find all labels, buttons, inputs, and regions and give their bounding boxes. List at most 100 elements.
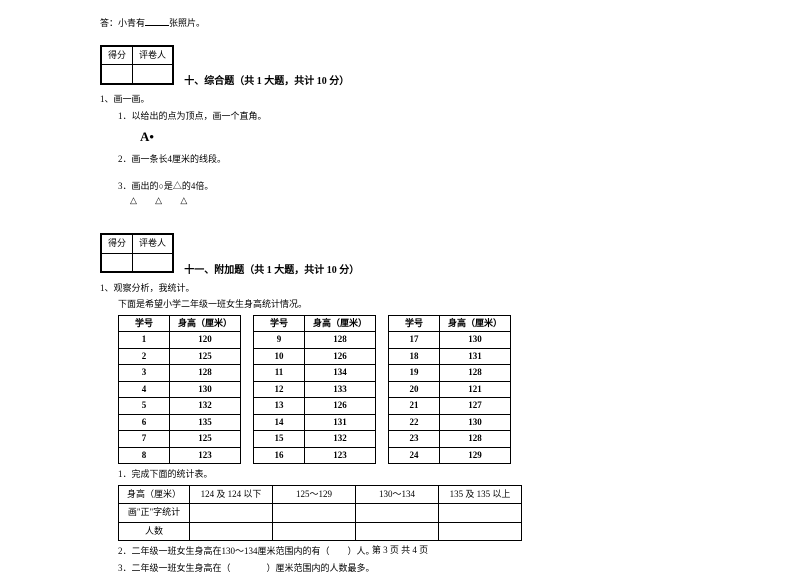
- score-cell-11: [102, 253, 133, 272]
- cell-height: 126: [305, 348, 376, 365]
- cell-height: 130: [170, 381, 241, 398]
- stat-c1: 124 及 124 以下: [190, 485, 273, 504]
- point-a-label: A: [140, 129, 149, 144]
- q10-1-3: 3．画出的○是△的4倍。: [118, 180, 700, 194]
- gap: [376, 348, 389, 365]
- q10-1: 1、画一画。: [100, 93, 700, 107]
- th-id-2: 学号: [254, 315, 305, 332]
- cell-height: 128: [170, 365, 241, 382]
- cell-height: 125: [170, 431, 241, 448]
- cell-id: 3: [119, 365, 170, 382]
- cell-id: 19: [389, 365, 440, 382]
- q10-1-2: 2．画一条长4厘米的线段。: [118, 153, 700, 167]
- cell-height: 130: [440, 414, 511, 431]
- table-row: 81231612324129: [119, 447, 511, 464]
- stat-c4: 135 及 135 以上: [439, 485, 522, 504]
- gap: [376, 447, 389, 464]
- cell-id: 20: [389, 381, 440, 398]
- cell-height: 120: [170, 332, 241, 349]
- stat-row2-label: 画"正"字统计: [119, 504, 190, 523]
- gap: [241, 398, 254, 415]
- gap: [241, 381, 254, 398]
- page-footer: 第 3 页 共 4 页: [0, 544, 800, 558]
- stat-row-label: 身高（厘米）: [119, 485, 190, 504]
- th-id-3: 学号: [389, 315, 440, 332]
- stat-count-row: 人数: [119, 522, 522, 541]
- section-11-header: 得分 评卷人 十一、附加题（共 1 大题，共计 10 分）: [100, 223, 700, 278]
- stat-tally-row: 画"正"字统计: [119, 504, 522, 523]
- cell-height: 126: [305, 398, 376, 415]
- cell-height: 130: [440, 332, 511, 349]
- cell-id: 11: [254, 365, 305, 382]
- cell-height: 132: [305, 431, 376, 448]
- score-cell: [102, 65, 133, 84]
- cell-id: 7: [119, 431, 170, 448]
- table-row: 21251012618131: [119, 348, 511, 365]
- point-dot: •: [149, 129, 154, 144]
- cell-height: 121: [440, 381, 511, 398]
- answer-suffix: 张照片。: [169, 18, 205, 28]
- q11-1-desc: 下面是希望小学二年级一班女生身高统计情况。: [118, 298, 700, 312]
- th-h-3: 身高（厘米）: [440, 315, 511, 332]
- cell-id: 22: [389, 414, 440, 431]
- cell-id: 10: [254, 348, 305, 365]
- th-h-1: 身高（厘米）: [170, 315, 241, 332]
- cell-id: 16: [254, 447, 305, 464]
- table-row: 1120912817130: [119, 332, 511, 349]
- gap: [376, 398, 389, 415]
- cell-id: 2: [119, 348, 170, 365]
- stat-header-row: 身高（厘米） 124 及 124 以下 125～129 130～134 135 …: [119, 485, 522, 504]
- cell-id: 14: [254, 414, 305, 431]
- reviewer-cell-11: [133, 253, 173, 272]
- height-table: 学号 身高（厘米） 学号 身高（厘米） 学号 身高（厘米） 1120912817…: [118, 315, 511, 465]
- gap: [241, 431, 254, 448]
- cell-id: 1: [119, 332, 170, 349]
- table-row: 31281113419128: [119, 365, 511, 382]
- table-row: 4130 12133 20121: [119, 381, 511, 398]
- stat-c2: 125～129: [273, 485, 356, 504]
- gap: [376, 332, 389, 349]
- section-10-title: 十、综合题（共 1 大题，共计 10 分）: [184, 74, 349, 89]
- q11-sub1: 1．完成下面的统计表。: [118, 468, 700, 482]
- gap: [241, 348, 254, 365]
- section-11-title: 十一、附加题（共 1 大题，共计 10 分）: [184, 263, 359, 278]
- stat-cell: [190, 504, 273, 523]
- answer-prefix: 答：小青有: [100, 18, 145, 28]
- stat-cell: [273, 522, 356, 541]
- score-label: 得分: [102, 46, 133, 65]
- table-row: 61351413122130: [119, 414, 511, 431]
- cell-id: 5: [119, 398, 170, 415]
- cell-id: 9: [254, 332, 305, 349]
- cell-height: 129: [440, 447, 511, 464]
- q11-sub3: 3．二年级一班女生身高在（ ）厘米范围内的人数最多。: [118, 562, 700, 575]
- stat-c3: 130～134: [356, 485, 439, 504]
- triangles: △ △ △: [130, 194, 700, 208]
- q10-1-1: 1．以给出的点为顶点，画一个直角。: [118, 110, 700, 124]
- stat-cell: [273, 504, 356, 523]
- th-id-1: 学号: [119, 315, 170, 332]
- cell-id: 15: [254, 431, 305, 448]
- section-10-header: 得分 评卷人 十、综合题（共 1 大题，共计 10 分）: [100, 35, 700, 90]
- gap: [241, 447, 254, 464]
- table-header-row: 学号 身高（厘米） 学号 身高（厘米） 学号 身高（厘米）: [119, 315, 511, 332]
- cell-id: 17: [389, 332, 440, 349]
- cell-height: 128: [440, 365, 511, 382]
- cell-height: 133: [305, 381, 376, 398]
- point-a: A•: [140, 127, 700, 147]
- cell-id: 24: [389, 447, 440, 464]
- gap: [376, 365, 389, 382]
- cell-id: 12: [254, 381, 305, 398]
- gap: [376, 431, 389, 448]
- cell-height: 132: [170, 398, 241, 415]
- cell-height: 131: [440, 348, 511, 365]
- cell-id: 4: [119, 381, 170, 398]
- page: 答：小青有 张照片。 得分 评卷人 十、综合题（共 1 大题，共计 10 分） 1…: [0, 0, 800, 565]
- cell-height: 135: [170, 414, 241, 431]
- stat-cell: [356, 522, 439, 541]
- cell-height: 123: [170, 447, 241, 464]
- gap: [241, 414, 254, 431]
- cell-id: 8: [119, 447, 170, 464]
- cell-id: 23: [389, 431, 440, 448]
- cell-height: 134: [305, 365, 376, 382]
- cell-height: 123: [305, 447, 376, 464]
